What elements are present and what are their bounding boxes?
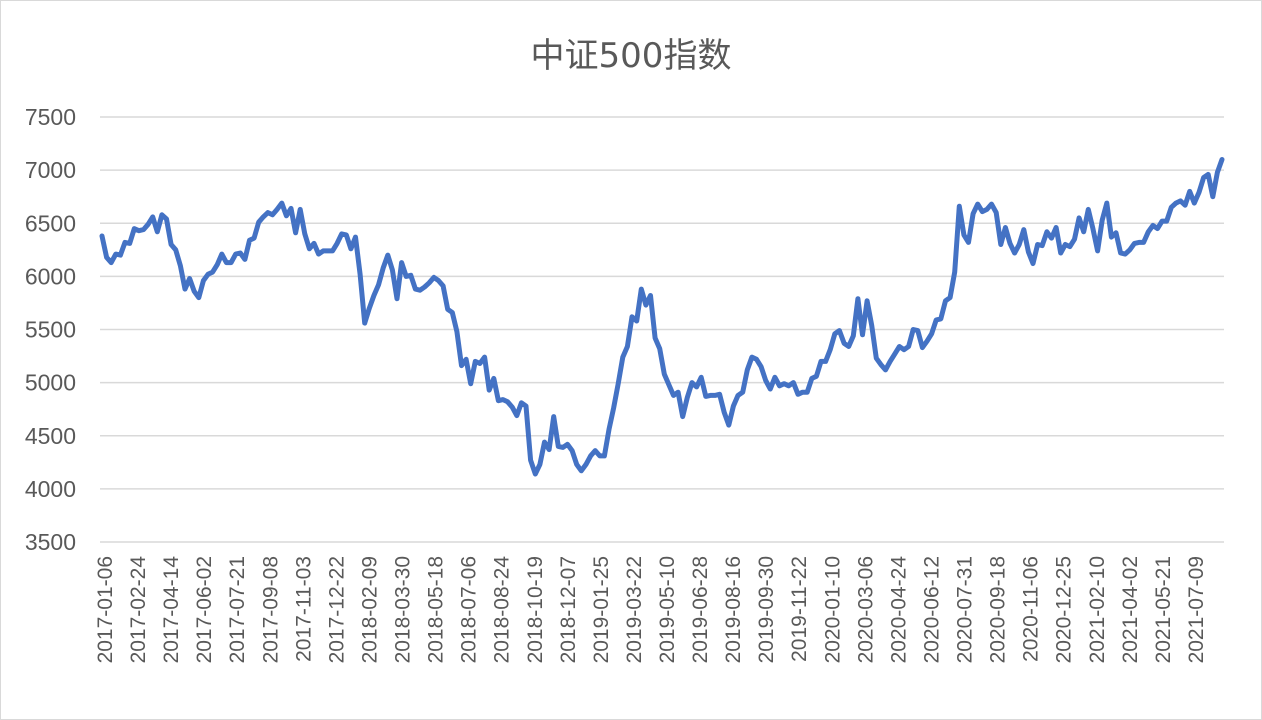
x-tick-label: 2017-07-21 <box>226 556 249 663</box>
x-tick-label: 2019-01-25 <box>590 556 613 663</box>
y-tick-label: 5500 <box>25 317 76 343</box>
y-tick-label: 6500 <box>25 210 76 236</box>
x-tick-label: 2020-06-12 <box>920 556 943 663</box>
y-tick-label: 5000 <box>25 370 76 396</box>
x-tick-label: 2019-03-22 <box>623 556 646 663</box>
y-axis-ticks: 3500 4000 4500 5000 5500 6000 6500 7000 7500 <box>25 104 76 555</box>
y-tick-label: 6000 <box>25 263 76 289</box>
x-tick-label: 2019-06-28 <box>689 556 712 663</box>
x-tick-label: 2020-04-24 <box>887 556 910 664</box>
x-tick-label: 2018-02-09 <box>358 556 381 663</box>
x-tick-label: 2018-03-30 <box>392 556 415 663</box>
x-tick-label: 2017-04-14 <box>160 556 183 664</box>
x-tick-label: 2021-07-09 <box>1185 556 1208 663</box>
y-tick-label: 7500 <box>25 104 76 130</box>
x-tick-label: 2017-12-22 <box>325 556 348 663</box>
x-tick-label: 2018-08-24 <box>491 556 514 664</box>
series-line <box>99 157 1225 477</box>
x-tick-label: 2018-05-18 <box>425 556 448 663</box>
x-axis-ticks: 2017-01-06 2017-02-24 2017-04-14 2017-06-02… <box>94 556 1208 664</box>
x-tick-label: 2017-09-08 <box>259 556 282 663</box>
x-tick-label: 2019-09-30 <box>755 556 778 663</box>
y-tick-label: 7000 <box>25 157 76 183</box>
x-tick-label: 2019-08-16 <box>722 556 745 663</box>
x-tick-label: 2017-02-24 <box>127 556 150 664</box>
x-tick-label: 2020-07-31 <box>954 556 977 663</box>
x-tick-label: 2018-07-06 <box>458 556 481 663</box>
x-tick-label: 2020-09-18 <box>987 556 1010 663</box>
x-tick-label: 2018-10-19 <box>524 556 547 663</box>
x-tick-label: 2017-01-06 <box>94 556 117 663</box>
x-tick-label: 2019-05-10 <box>656 556 679 663</box>
y-tick-label: 4000 <box>25 476 76 502</box>
x-tick-label: 2017-11-03 <box>292 556 315 662</box>
y-tick-label: 3500 <box>25 529 76 555</box>
x-tick-label: 2021-02-10 <box>1086 556 1109 663</box>
grid-lines <box>100 116 1224 543</box>
x-tick-label: 2020-01-10 <box>821 556 844 663</box>
x-tick-label: 2021-04-02 <box>1119 556 1142 663</box>
x-tick-label: 2020-03-06 <box>854 556 877 663</box>
chart-title: 中证500指数 <box>530 36 732 76</box>
x-tick-label: 2017-06-02 <box>193 556 216 663</box>
x-tick-label: 2019-11-22 <box>788 556 811 662</box>
y-tick-label: 4500 <box>25 423 76 449</box>
x-tick-label: 2021-05-21 <box>1152 556 1175 663</box>
series-layer <box>99 157 1225 477</box>
x-tick-label: 2020-12-25 <box>1053 556 1076 663</box>
x-tick-label: 2020-11-06 <box>1020 556 1043 662</box>
x-tick-label: 2018-12-07 <box>557 556 580 663</box>
